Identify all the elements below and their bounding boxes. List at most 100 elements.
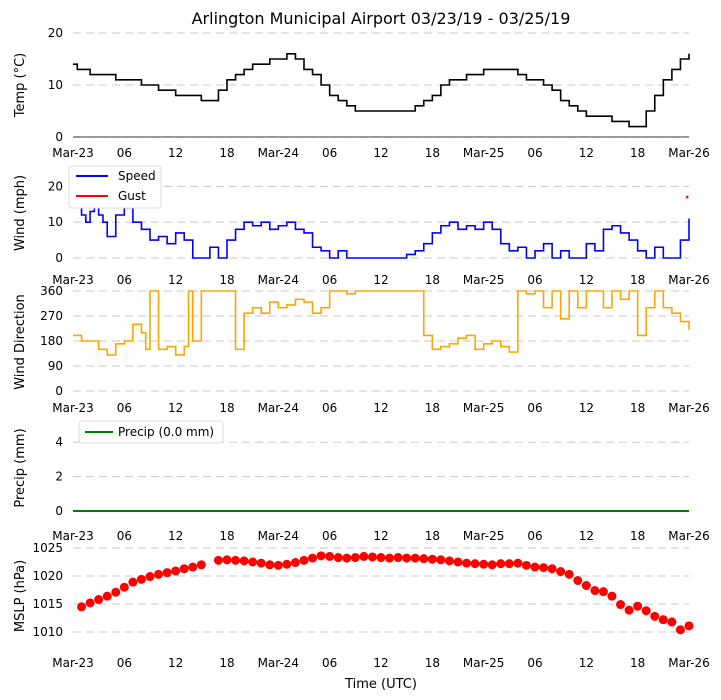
x-tick-label: Mar-25 <box>463 529 504 543</box>
x-tick-label: 12 <box>168 401 183 415</box>
legend-precip-label: Precip (0.0 mm) <box>118 425 214 439</box>
x-tick-label: 18 <box>219 146 234 160</box>
mslp-point <box>410 553 420 563</box>
y-tick-label: 270 <box>40 309 63 323</box>
y-tick-label: 10 <box>48 78 63 92</box>
mslp-point <box>94 595 104 605</box>
x-tick-label: Mar-23 <box>52 146 93 160</box>
mslp-point <box>530 562 540 572</box>
mslp-point <box>350 553 360 563</box>
x-tick-label: 12 <box>579 273 594 287</box>
x-tick-label: 12 <box>579 656 594 670</box>
x-tick-label: 06 <box>117 273 132 287</box>
mslp-point <box>265 560 275 570</box>
legend-box <box>78 420 224 444</box>
x-tick-label: 18 <box>630 656 645 670</box>
x-tick-label: Mar-26 <box>668 656 709 670</box>
figure-title: Arlington Municipal Airport 03/23/19 - 0… <box>192 9 571 28</box>
mslp-point <box>684 621 694 631</box>
x-tick-label: 06 <box>527 529 542 543</box>
mslp-point <box>496 559 506 569</box>
y-axis-label: Precip (mm) <box>13 428 28 507</box>
mslp-point <box>444 556 454 566</box>
gust-point <box>685 195 689 199</box>
x-tick-label: 18 <box>425 529 440 543</box>
x-tick-label: 12 <box>168 656 183 670</box>
mslp-point <box>290 558 300 568</box>
mslp-point <box>607 591 617 601</box>
wind-legend: Speed Gust <box>68 165 162 209</box>
x-tick-label: Mar-23 <box>52 273 93 287</box>
y-tick-label: 0 <box>55 251 63 265</box>
panel-wind: 0 10 20 Mar-23 06 12 18 Mar-24 06 12 18 Mar-25 06 12 1… <box>13 165 710 287</box>
x-tick-label: Mar-26 <box>668 529 709 543</box>
precip-legend: Precip (0.0 mm) <box>78 420 224 444</box>
mslp-point <box>248 557 258 567</box>
x-tick-label: 18 <box>425 273 440 287</box>
y-tick-label: 0 <box>55 130 63 144</box>
series-line-direction <box>73 290 690 356</box>
x-tick-label: 12 <box>373 529 388 543</box>
y-tick-label: 1025 <box>32 541 63 555</box>
x-tick-label: Mar-24 <box>258 529 299 543</box>
y-tick-label: 0 <box>55 504 63 518</box>
mslp-point <box>650 611 660 621</box>
mslp-point <box>539 563 549 573</box>
x-tick-label: 18 <box>219 656 234 670</box>
x-tick-label: Mar-26 <box>668 146 709 160</box>
mslp-point <box>299 555 309 565</box>
x-tick-label: 06 <box>527 146 542 160</box>
x-tick-label: Mar-24 <box>258 656 299 670</box>
x-tick-label: 06 <box>117 529 132 543</box>
x-tick-label: 06 <box>117 146 132 160</box>
mslp-point <box>316 551 326 561</box>
x-tick-label: 18 <box>630 529 645 543</box>
series-line-temp <box>73 53 690 128</box>
panel-precip: 0 2 4 Mar-23 06 12 18 Mar-24 06 12 18 Mar-25 06 12 18 M… <box>13 420 710 543</box>
x-tick-label: 18 <box>630 146 645 160</box>
mslp-point <box>136 574 146 584</box>
mslp-point <box>641 606 651 616</box>
mslp-point <box>402 553 412 563</box>
mslp-point <box>119 582 129 592</box>
mslp-point <box>196 560 206 570</box>
mslp-point <box>231 555 241 565</box>
x-tick-label: 06 <box>322 146 337 160</box>
mslp-point <box>325 551 335 561</box>
x-tick-label: Mar-25 <box>463 401 504 415</box>
mslp-point <box>393 553 403 563</box>
mslp-point <box>239 556 249 566</box>
mslp-point <box>162 568 172 578</box>
x-tick-label: 06 <box>322 529 337 543</box>
mslp-point <box>436 555 446 565</box>
mslp-point <box>419 554 429 564</box>
y-tick-label: 10 <box>48 215 63 229</box>
x-tick-label: Mar-25 <box>463 146 504 160</box>
x-tick-label: 12 <box>579 529 594 543</box>
mslp-point <box>504 559 514 569</box>
panel-direction: 0 90 180 270 360 Mar-23 06 12 18 Mar-24 06 12 18 Mar-… <box>13 284 710 415</box>
mslp-point <box>367 552 377 562</box>
mslp-point <box>581 581 591 591</box>
x-tick-label: 06 <box>322 656 337 670</box>
mslp-point <box>633 601 643 611</box>
mslp-point <box>487 560 497 570</box>
mslp-point <box>77 602 87 612</box>
mslp-point <box>667 617 677 627</box>
x-tick-label: Mar-26 <box>668 401 709 415</box>
x-tick-label: 12 <box>579 401 594 415</box>
mslp-point <box>308 553 318 563</box>
x-tick-label: 06 <box>117 401 132 415</box>
x-tick-label: Mar-26 <box>668 273 709 287</box>
y-axis-label: Wind Direction <box>13 294 28 390</box>
x-tick-label: 12 <box>168 146 183 160</box>
y-tick-label: 1015 <box>32 597 63 611</box>
mslp-point <box>590 586 600 596</box>
mslp-point <box>333 553 343 563</box>
x-tick-label: 12 <box>579 146 594 160</box>
x-tick-label: 06 <box>322 273 337 287</box>
x-tick-label: 12 <box>373 401 388 415</box>
y-tick-label: 4 <box>55 435 63 449</box>
